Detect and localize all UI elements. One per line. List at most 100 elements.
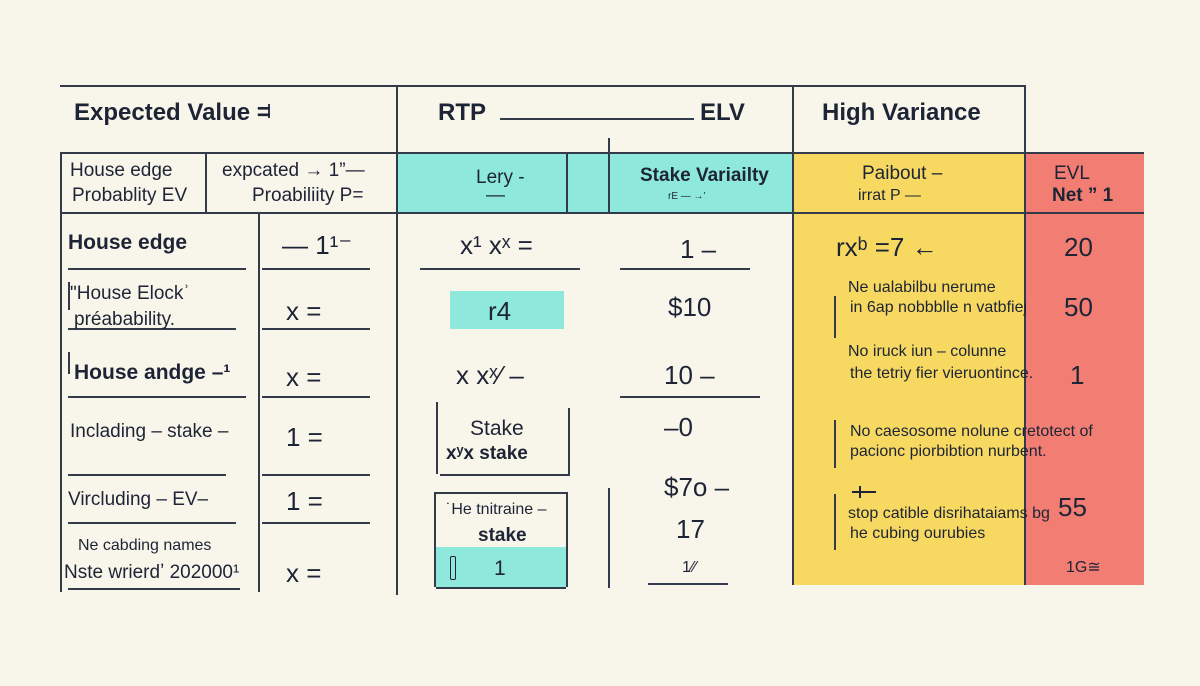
row2-label-b: préabability. xyxy=(74,309,176,330)
row1-c2: — 1¹⁻ xyxy=(282,230,353,260)
row4-c3b: xʸx stake xyxy=(446,443,528,464)
row4-c4: –0 xyxy=(664,412,693,442)
row4-c5b: pacionc piorbibtion nurbent. xyxy=(850,443,1047,460)
r1-underline-c xyxy=(420,268,580,270)
r1-underline-a xyxy=(68,268,246,270)
row2-c2: x = xyxy=(286,296,322,326)
high-variance-title: High Variance xyxy=(822,99,981,126)
row5-c3a: ˙He tnitraine – xyxy=(446,501,547,518)
row6-c6: 1G≅ xyxy=(1066,559,1101,576)
row5-c6: 55 xyxy=(1058,492,1087,522)
r6-underline-c xyxy=(436,587,566,589)
header-c3a: Lery - xyxy=(476,167,525,188)
row5-c2: 1 = xyxy=(286,486,323,516)
r3-underline-a xyxy=(68,396,246,398)
header-c1a: House edge xyxy=(70,160,173,181)
rtp-title: RTP xyxy=(438,99,486,126)
row2-c5b: in 6ap nobbblle n vatbfiej xyxy=(850,299,1028,316)
row3-c4: 10 – xyxy=(664,360,715,390)
row6-c4: 1⁄⁄ xyxy=(682,559,697,576)
r5-divider-c4 xyxy=(608,488,610,588)
row1-c6: 20 xyxy=(1064,232,1093,262)
row2-label-a: ʺHouse Elockʾ xyxy=(70,283,190,304)
r5-box-left xyxy=(434,492,436,587)
r1-underline-d xyxy=(620,268,750,270)
ev-underscore xyxy=(268,104,270,118)
row5-c5a: stop catible disrihataiams bg xyxy=(848,505,1050,522)
title-rule xyxy=(60,152,1144,154)
r3-underline-c xyxy=(620,396,760,398)
r2-underline-b xyxy=(262,328,370,330)
header-sub-rule-b xyxy=(566,152,568,212)
row2-c6: 50 xyxy=(1064,292,1093,322)
row4-c5a: No caesosome nolune cretotect of xyxy=(850,423,1093,440)
header-c5a: Paibout – xyxy=(862,163,943,184)
cyan-header-fill xyxy=(397,152,792,212)
header-c6b: Net ” 1 xyxy=(1052,185,1114,206)
r2-underline-a xyxy=(68,328,236,330)
row5-label: Vircluding – EV– xyxy=(68,489,209,510)
r4-underline-c xyxy=(440,474,570,476)
row5-c3b: stake xyxy=(478,525,527,546)
row6-c2: x = xyxy=(286,558,322,588)
yellow-column-fill xyxy=(792,152,1024,585)
header-c2a: expcated → 1”— xyxy=(222,160,365,181)
row3-label: House andge –¹ xyxy=(74,361,231,384)
row1-c5: rxᵇ =7 ← xyxy=(836,232,938,262)
row1-label: House edge xyxy=(68,231,188,254)
header-sub-rule-c xyxy=(608,138,610,212)
plus-icon xyxy=(852,486,876,498)
top-rule xyxy=(60,85,1024,87)
row5-c5b: he cubing ourubies xyxy=(850,525,986,542)
r5-box-right xyxy=(566,492,568,587)
row4-c3a: Stake xyxy=(470,417,524,440)
elv-title: ELV xyxy=(700,99,745,126)
header-sub-rule-a xyxy=(205,152,207,212)
col-rule-1 xyxy=(396,85,398,595)
r6-underline-a xyxy=(68,588,240,590)
header-c2b: Proabiliity P= xyxy=(252,185,364,206)
row2-c5a: Ne ualabilbu nerume xyxy=(848,279,996,296)
r6-c3-tick xyxy=(450,556,456,580)
row2-c3: r4 xyxy=(488,296,512,326)
row1-c3: x¹ xˣ = xyxy=(460,230,533,260)
row2-c4: $10 xyxy=(668,292,712,322)
inner-rule-col2 xyxy=(258,212,260,592)
row4-c2: 1 = xyxy=(286,422,323,452)
header-c4b: rE — →’ xyxy=(668,191,706,202)
row6-label-b: Nste wrierdʼ 202000¹ xyxy=(64,562,240,583)
row3-c5b: the tetriy fier vieruontince. xyxy=(850,365,1034,382)
col-rule-2 xyxy=(792,85,794,585)
c5-bar-r5 xyxy=(834,494,836,550)
r1-underline-b xyxy=(262,268,370,270)
row3-c5a: No iruck iun – colunne xyxy=(848,343,1007,360)
row3-c6: 1 xyxy=(1070,360,1085,390)
rtp-line xyxy=(500,118,694,120)
row3-c3: x xˣ⁄ – xyxy=(456,360,524,390)
c1-tick-r2 xyxy=(68,282,70,310)
c5-bar-r2 xyxy=(834,296,836,338)
red-column-fill xyxy=(1024,152,1144,585)
row4-label: Inclading – stake – xyxy=(70,421,229,442)
c1-tick-r3 xyxy=(68,352,70,374)
r5-underline-a xyxy=(68,522,236,524)
row1-c4: 1 – xyxy=(680,234,717,264)
header-rule xyxy=(60,212,1144,214)
row5-c4b: 17 xyxy=(676,514,705,544)
row5-c4a: $7o – xyxy=(664,472,730,502)
r5-underline-b xyxy=(262,522,370,524)
r3-underline-b xyxy=(262,396,370,398)
r6-underline-d xyxy=(648,583,728,585)
cyan-cell-r6 xyxy=(436,547,566,587)
r4-box-right xyxy=(568,408,570,474)
left-edge-rule xyxy=(60,152,62,592)
r4-underline-b xyxy=(262,474,370,476)
header-c5b: irrat P — xyxy=(858,187,921,204)
r4-box-left xyxy=(436,402,438,474)
r4-underline-a xyxy=(68,474,226,476)
row6-label-a: Ne cabding names xyxy=(78,537,212,554)
row6-c3: 1 xyxy=(494,557,506,580)
header-c1b: Probablity EV xyxy=(72,185,188,206)
r5-box-top xyxy=(434,492,566,494)
cyan-cell-r2 xyxy=(450,291,564,329)
